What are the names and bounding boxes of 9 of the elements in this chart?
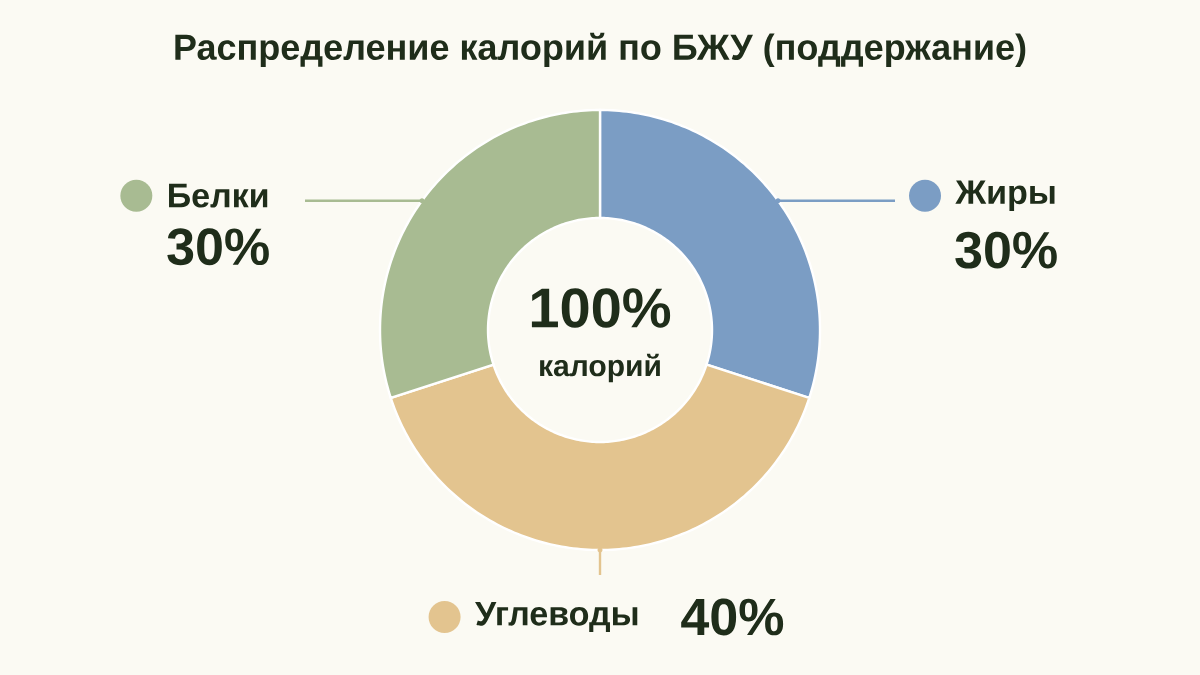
legend-label: Белки <box>169 183 268 208</box>
data-label: 30% <box>955 231 1057 269</box>
text: 100% <box>531 288 671 328</box>
legend-label: Жиры <box>955 180 1055 211</box>
legend-label: Углеводы <box>475 601 638 633</box>
data-label: 30% <box>167 228 269 266</box>
chart-title: Распределение калорий по БЖУ (поддержание) <box>175 32 1026 68</box>
data-label: 40% <box>681 598 784 636</box>
text: калорий <box>540 353 660 383</box>
